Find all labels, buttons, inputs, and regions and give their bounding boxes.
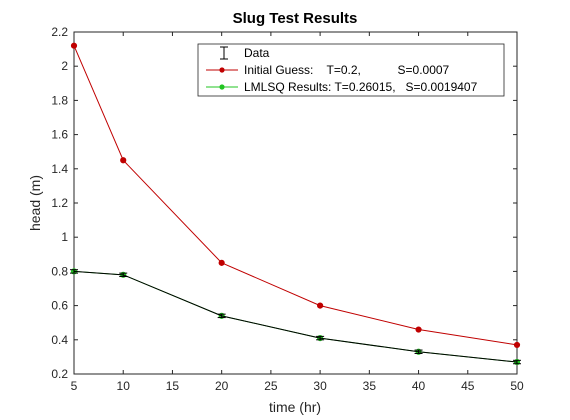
initial-guess-point [513, 341, 521, 349]
legend: Data Initial Guess: T=0.2, S=0.0007 LMLSQ … [197, 43, 505, 97]
x-tick-label: 20 [215, 379, 229, 393]
chart-title: Slug Test Results [233, 10, 358, 27]
x-tick-label: 30 [313, 379, 327, 393]
y-axis-label: head (m) [27, 175, 43, 231]
x-tick-label: 15 [166, 379, 180, 393]
y-tick-label: 0.8 [51, 264, 68, 278]
legend-entry: LMLSQ Results: T=0.26015, S=0.0019407 [206, 80, 478, 94]
legend-label: LMLSQ Results: T=0.26015, S=0.0019407 [244, 80, 478, 94]
y-tick-label: 1.2 [51, 196, 68, 210]
y-tick-label: 2.2 [51, 25, 68, 39]
legend-entry: Initial Guess: T=0.2, S=0.0007 [206, 63, 450, 77]
data-errorbar [217, 313, 226, 319]
y-axis: 0.2 0.4 0.6 0.8 1 1.2 1.4 1.6 1.8 2 2.2 [51, 25, 517, 381]
data-errorbar [119, 272, 128, 278]
data-errorbar [70, 269, 78, 274]
data-errorbar [414, 349, 423, 354]
x-tick-label: 50 [510, 379, 524, 393]
initial-guess-point [218, 259, 225, 266]
y-tick-label: 1.4 [51, 162, 68, 176]
legend-label: Initial Guess: T=0.2, S=0.0007 [244, 63, 450, 77]
y-tick-label: 0.2 [51, 367, 68, 381]
legend-entry: Data [220, 46, 270, 60]
legend-label: Data [244, 46, 270, 60]
x-tick-label: 10 [117, 379, 131, 393]
x-tick-label: 5 [71, 379, 78, 393]
x-axis-label: time (hr) [269, 399, 321, 415]
y-tick-label: 1.6 [51, 128, 68, 142]
y-tick-label: 0.6 [51, 299, 68, 313]
x-tick-label: 40 [412, 379, 426, 393]
initial-guess-point [317, 302, 324, 309]
data-errorbar [513, 359, 521, 365]
x-tick-label: 25 [264, 379, 278, 393]
x-tick-label: 45 [461, 379, 475, 393]
y-tick-label: 0.4 [51, 333, 68, 347]
data-series-line [73, 270, 518, 363]
y-tick-label: 1 [61, 230, 68, 244]
x-axis: 5 10 15 20 25 30 35 40 45 50 [71, 32, 524, 393]
series-layer [70, 42, 521, 366]
y-tick-label: 1.8 [51, 93, 68, 107]
legend-box [197, 43, 505, 97]
data-errorbar [316, 335, 325, 341]
x-tick-label: 35 [363, 379, 377, 393]
y-tick-label: 2 [61, 59, 68, 73]
initial-guess-point [415, 326, 422, 333]
initial-guess-line [73, 45, 518, 346]
initial-guess-point [120, 157, 127, 164]
initial-guess-point [70, 42, 78, 49]
